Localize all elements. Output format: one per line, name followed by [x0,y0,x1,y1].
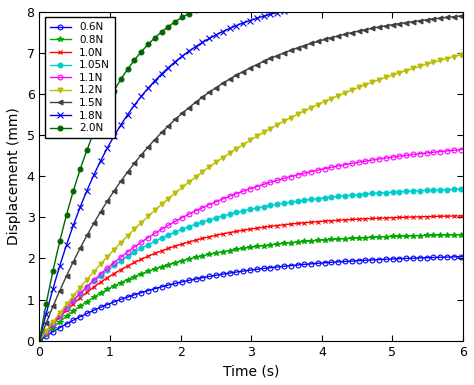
1.1N [240,189,246,193]
1.5N [238,70,244,75]
1.5N [240,69,246,74]
1.1N [460,147,466,152]
0.8N [460,232,466,237]
1.8N [266,12,272,17]
0.8N [240,246,246,251]
1.8N [289,7,294,12]
0.8N [36,338,42,343]
1.0N [238,228,244,233]
0.6N [266,266,272,270]
Line: 1.2N: 1.2N [37,52,465,343]
Line: 1.5N: 1.5N [37,13,465,343]
1.0N [36,338,42,343]
0.6N [240,269,246,273]
2.0N [36,338,42,343]
1.1N [384,156,390,160]
1.1N [36,338,42,343]
1.0N [450,214,456,218]
0.6N [289,263,294,268]
1.8N [36,338,42,343]
0.6N [460,254,466,259]
1.1N [266,181,272,185]
1.05N [460,187,466,191]
1.05N [238,209,244,214]
1.8N [238,22,244,26]
1.05N [450,187,456,192]
1.1N [289,174,294,179]
0.8N [266,243,272,247]
1.2N [240,142,246,147]
0.8N [238,246,244,251]
1.5N [36,338,42,343]
Line: 1.0N: 1.0N [37,213,465,343]
1.0N [460,214,466,218]
1.5N [289,48,294,52]
1.05N [266,203,272,208]
1.5N [266,57,272,62]
Line: 1.8N: 1.8N [36,0,466,343]
Line: 2.0N: 2.0N [37,0,465,343]
1.2N [289,115,294,120]
1.5N [450,15,456,19]
0.6N [238,269,244,274]
1.0N [384,216,390,220]
X-axis label: Time (s): Time (s) [223,364,280,378]
1.2N [266,127,272,132]
1.0N [289,222,294,226]
1.5N [460,13,466,18]
1.0N [240,228,246,233]
Line: 0.6N: 0.6N [37,254,465,343]
1.0N [266,224,272,229]
1.2N [384,75,390,79]
Legend: 0.6N, 0.8N, 1.0N, 1.05N, 1.1N, 1.2N, 1.5N, 1.8N, 2.0N: 0.6N, 0.8N, 1.0N, 1.05N, 1.1N, 1.2N, 1.5… [45,17,115,138]
Line: 0.8N: 0.8N [36,232,466,343]
0.8N [289,240,294,245]
1.2N [460,52,466,57]
Line: 1.1N: 1.1N [37,147,465,343]
1.1N [238,190,244,194]
1.1N [450,148,456,152]
Y-axis label: Displacement (mm): Displacement (mm) [7,107,21,245]
0.8N [384,234,390,239]
1.2N [450,55,456,59]
1.05N [384,190,390,195]
1.05N [36,338,42,343]
1.05N [240,209,246,213]
Line: 1.05N: 1.05N [37,187,465,343]
1.5N [384,23,390,28]
0.6N [36,338,42,343]
1.8N [240,21,246,25]
0.6N [384,257,390,261]
1.2N [238,144,244,149]
1.05N [289,200,294,204]
0.8N [450,233,456,237]
1.2N [36,338,42,343]
0.6N [450,254,456,259]
